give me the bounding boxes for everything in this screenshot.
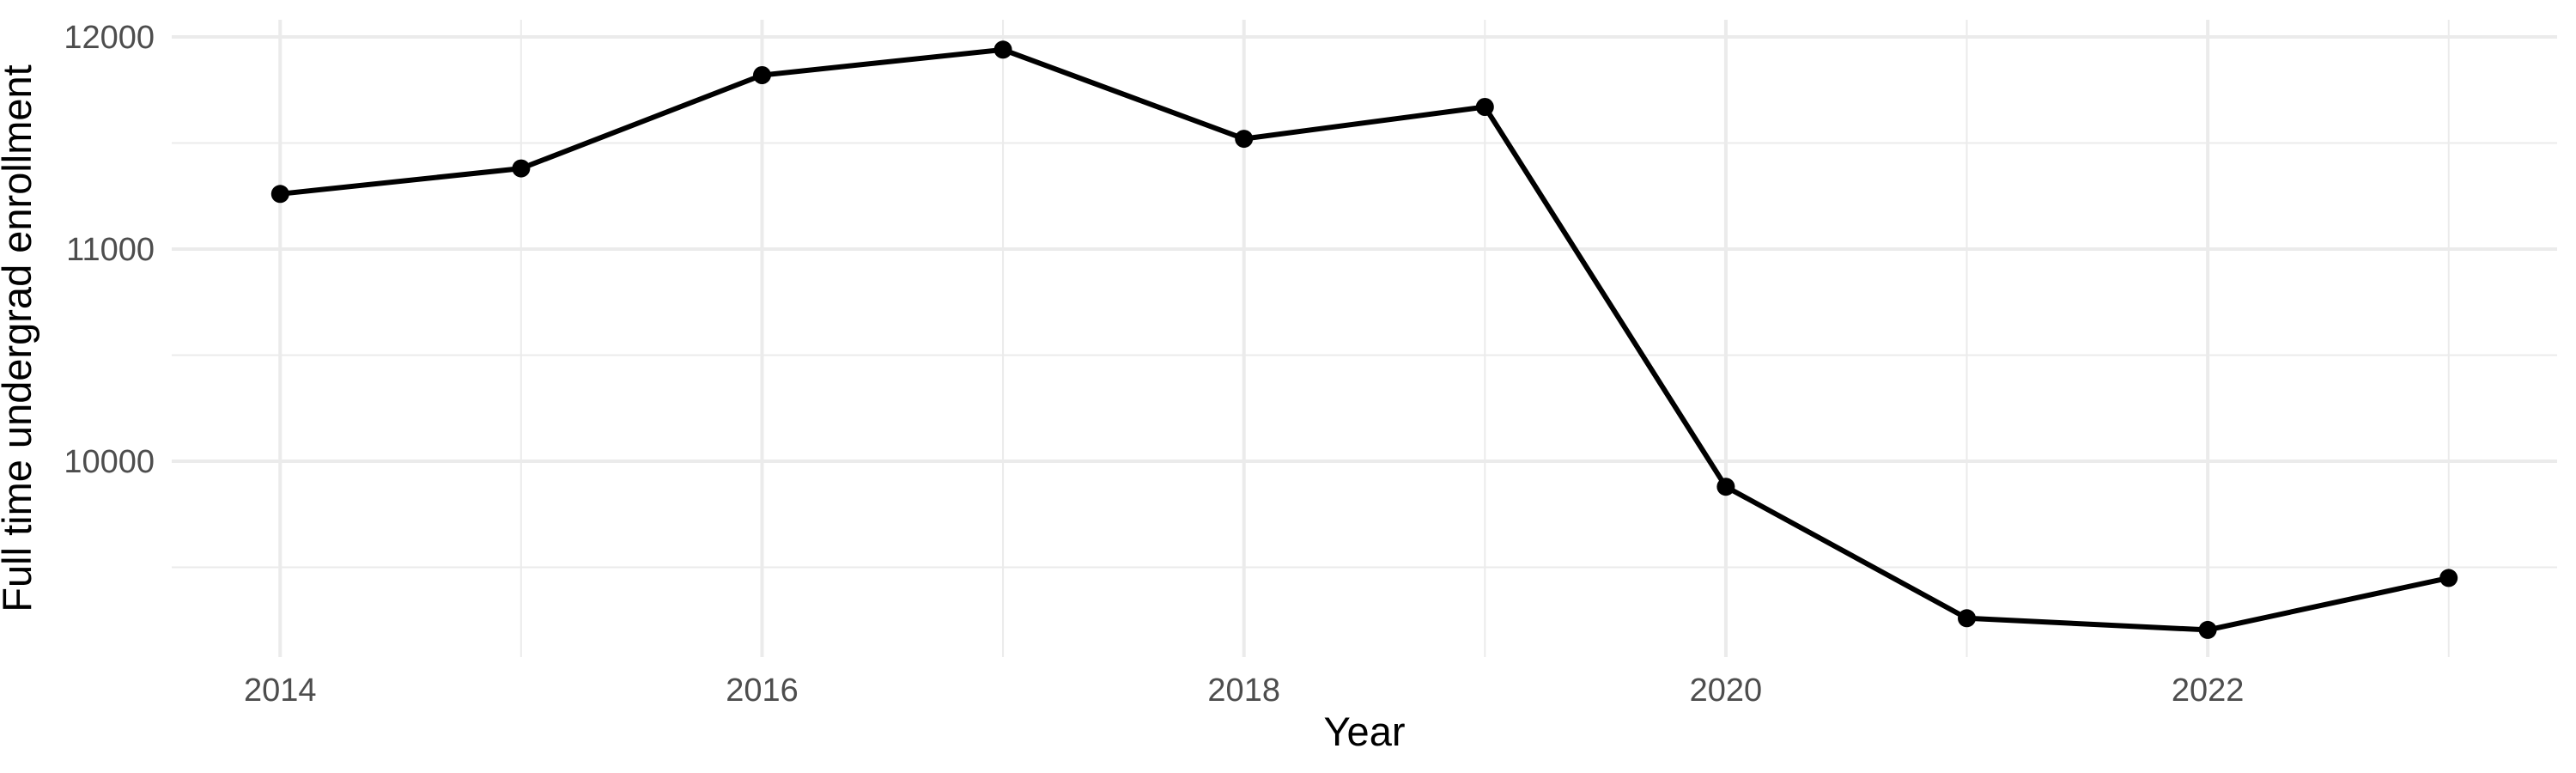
y-tick-label-11000: 11000 — [66, 232, 155, 268]
x-tick-label-2014: 2014 — [244, 673, 317, 709]
y-tick-labels: 12000 11000 10000 — [64, 20, 155, 480]
data-point-2019 — [1475, 98, 1494, 116]
y-tick-label-12000: 12000 — [64, 20, 155, 56]
data-point-2017 — [993, 40, 1012, 59]
x-tick-labels: 2014 2016 2018 2020 2022 — [244, 673, 2244, 709]
data-point-2022 — [2198, 620, 2217, 639]
data-point-2023 — [2439, 569, 2458, 587]
grid-minor-layer — [172, 20, 2557, 657]
data-point-2020 — [1716, 478, 1735, 496]
x-tick-label-2020: 2020 — [1690, 673, 1763, 709]
data-point-2018 — [1235, 130, 1254, 149]
data-points-layer — [270, 40, 2458, 639]
y-axis-title: Full time undergrad enrollment — [0, 64, 39, 612]
x-tick-label-2016: 2016 — [726, 673, 799, 709]
x-tick-label-2018: 2018 — [1207, 673, 1280, 709]
series-line — [279, 46, 2450, 633]
grid-major-layer — [172, 20, 2557, 657]
data-point-2021 — [1958, 609, 1976, 628]
data-point-2015 — [512, 159, 531, 178]
y-tick-label-10000: 10000 — [64, 444, 155, 480]
data-point-2014 — [270, 185, 289, 204]
x-tick-label-2022: 2022 — [2172, 673, 2245, 709]
data-point-2016 — [753, 66, 771, 84]
x-axis-title: Year — [1324, 709, 1406, 754]
